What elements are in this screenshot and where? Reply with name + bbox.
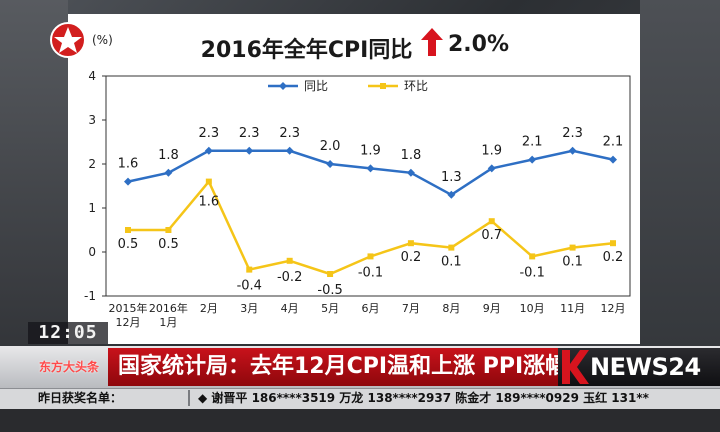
- data-point-cpi-mom: [488, 218, 495, 225]
- data-point-cpi-mom: [165, 227, 172, 233]
- data-label-cpi-yoy: 1.9: [481, 143, 502, 158]
- data-label-cpi-yoy: 1.9: [360, 143, 381, 158]
- x-tick-label: 9月: [483, 302, 501, 315]
- channel-badge: NEWS24: [590, 353, 701, 381]
- data-point-cpi-yoy: [447, 190, 456, 199]
- y-tick-label: 1: [88, 201, 96, 215]
- data-point-cpi-yoy: [366, 164, 375, 173]
- y-tick-label: 4: [88, 69, 96, 83]
- data-label-cpi-yoy: 1.8: [158, 148, 179, 163]
- y-unit-label: (%): [92, 33, 113, 47]
- ticker-text: ◆ 谢晋平 186****3519 万龙 138****2937 陈金才 189…: [198, 391, 649, 405]
- data-point-cpi-yoy: [164, 168, 173, 177]
- data-label-cpi-yoy: 2.3: [198, 126, 219, 141]
- headline-text: 国家统计局：去年12月CPI温和上涨 PPI涨幅扩大: [118, 354, 558, 379]
- data-label-cpi-mom: 0.5: [118, 237, 139, 252]
- x-tick-label: 2015年 12月: [109, 301, 148, 329]
- data-point-cpi-mom: [448, 244, 455, 251]
- data-label-cpi-mom: 0.1: [441, 255, 462, 270]
- legend-marker-1: [380, 83, 386, 89]
- y-tick-label: 0: [88, 245, 96, 259]
- chart-title-value: 2.0%: [448, 32, 510, 57]
- x-tick-label: 8月: [442, 302, 460, 315]
- channel-logo-icon: [50, 22, 86, 58]
- data-label-cpi-yoy: 2.3: [562, 126, 583, 141]
- legend-label-0: 同比: [304, 79, 328, 93]
- chart-panel: (%) -1 0 1 2 3 4 2015年 12月 2016年 1月 2月 3月 4月 5月 6月 7月 8月 9…: [68, 14, 640, 344]
- data-label-cpi-mom: 0.5: [158, 237, 179, 252]
- x-tick-label: 12月: [601, 302, 626, 315]
- data-point-cpi-yoy: [326, 160, 335, 168]
- data-label-cpi-mom: 0.2: [401, 250, 422, 265]
- y-tick-label: -1: [84, 289, 96, 303]
- data-point-cpi-mom: [205, 178, 212, 185]
- ticker-bar: [0, 388, 720, 409]
- bottom-strip: [0, 409, 720, 432]
- data-label-cpi-mom: 0.1: [562, 255, 583, 270]
- x-tick-label: 7月: [402, 302, 420, 315]
- data-point-cpi-yoy: [528, 155, 537, 164]
- legend-marker-0: [279, 82, 287, 90]
- data-point-cpi-mom: [610, 240, 616, 247]
- data-point-cpi-mom: [367, 253, 374, 260]
- x-tick-label: 10月: [520, 302, 545, 315]
- chart-title-text: 2016年全年CPI同比: [200, 38, 413, 63]
- data-label-cpi-mom: 0.7: [481, 228, 502, 243]
- data-label-cpi-yoy: 2.3: [279, 126, 300, 141]
- y-tick-label: 3: [88, 113, 96, 127]
- chart-title: 2016年全年CPI同比 2.0%: [68, 32, 640, 64]
- data-label-cpi-yoy: 2.1: [522, 135, 543, 150]
- data-label-cpi-yoy: 1.8: [401, 148, 422, 163]
- plot-frame: [105, 75, 631, 297]
- data-point-cpi-yoy: [609, 155, 617, 164]
- data-point-cpi-mom: [569, 244, 576, 251]
- ticker-label: 昨日获奖名单：: [38, 391, 123, 405]
- legend-label-1: 环比: [404, 79, 428, 93]
- data-label-cpi-mom: 1.6: [198, 195, 219, 210]
- data-point-cpi-yoy: [245, 146, 254, 155]
- x-tick-label: 5月: [321, 302, 339, 315]
- data-point-cpi-yoy: [285, 146, 294, 155]
- x-tick-label: 2月: [200, 302, 218, 315]
- data-label-cpi-mom: 0.2: [603, 250, 624, 265]
- x-tick-label: 6月: [362, 302, 380, 315]
- data-label-cpi-yoy: 2.0: [320, 139, 341, 154]
- data-label-cpi-mom: -0.5: [317, 283, 342, 298]
- data-label-cpi-yoy: 1.3: [441, 170, 462, 185]
- ticker-divider: [188, 390, 190, 406]
- data-point-cpi-yoy: [204, 146, 213, 155]
- data-point-cpi-yoy: [487, 164, 496, 173]
- data-point-cpi-yoy: [568, 146, 577, 155]
- x-tick-label: 11月: [560, 302, 585, 315]
- data-label-cpi-mom: -0.4: [237, 279, 262, 294]
- data-label-cpi-yoy: 1.6: [118, 157, 139, 172]
- x-tick-label: 2016年 1月: [149, 301, 188, 329]
- data-label-cpi-mom: -0.1: [519, 265, 544, 280]
- data-point-cpi-yoy: [124, 177, 132, 186]
- data-point-cpi-mom: [529, 253, 536, 260]
- data-label-cpi-yoy: 2.1: [603, 135, 624, 150]
- x-tick-label: 4月: [281, 302, 299, 315]
- data-label-cpi-mom: -0.2: [277, 270, 302, 285]
- show-logo: 东方大头条: [38, 360, 99, 374]
- data-point-cpi-mom: [327, 271, 334, 277]
- data-point-cpi-mom: [286, 257, 293, 264]
- headline-box: [108, 348, 558, 386]
- data-label-cpi-yoy: 2.3: [239, 126, 260, 141]
- x-tick-label: 3月: [240, 302, 258, 315]
- data-label-cpi-mom: -0.1: [358, 265, 383, 280]
- news24-k-icon: [562, 350, 589, 384]
- data-point-cpi-mom: [246, 266, 253, 273]
- data-point-cpi-mom: [407, 240, 414, 247]
- data-point-cpi-mom: [125, 227, 131, 233]
- data-point-cpi-yoy: [406, 168, 415, 177]
- clock: 12:05: [28, 322, 108, 344]
- up-arrow-icon: [421, 28, 443, 56]
- y-tick-label: 2: [88, 157, 96, 171]
